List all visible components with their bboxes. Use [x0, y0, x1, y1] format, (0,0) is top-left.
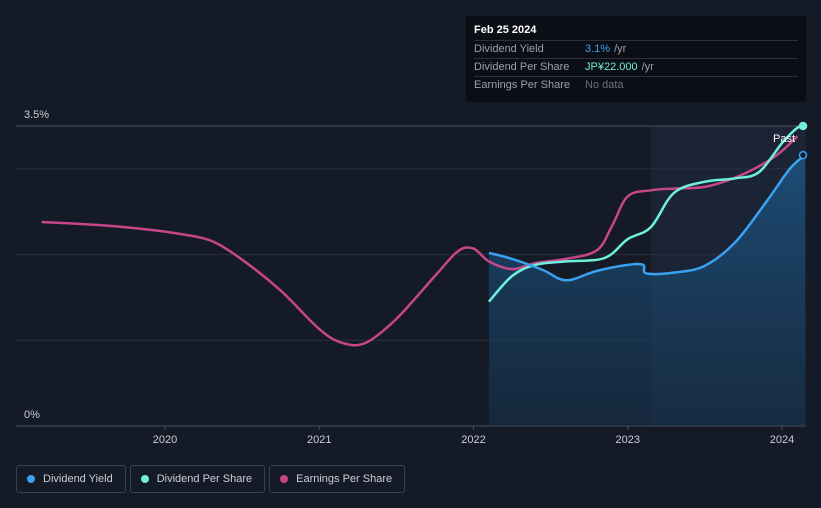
legend-item-earnings-per-share[interactable]: Earnings Per Share: [269, 465, 406, 493]
x-tick-label: 2021: [307, 434, 331, 446]
legend-dot-icon: [27, 475, 35, 483]
tooltip-value: No data: [585, 79, 624, 91]
tooltip-label: Earnings Per Share: [474, 79, 570, 91]
dividend-per-share-endpoint: [798, 121, 808, 131]
dividend-yield-line: [488, 154, 806, 282]
legend: Dividend Yield Dividend Per Share Earnin…: [16, 465, 406, 493]
x-tick-label: 2022: [461, 434, 485, 446]
tooltip-value: 3.1%: [585, 43, 611, 55]
dividend-yield-area: [488, 155, 806, 426]
earnings-per-share-line: [41, 135, 799, 347]
tooltip-value: JP¥22.000: [585, 61, 638, 73]
dividend-yield-endpoint: [798, 150, 808, 160]
tooltip-unit: /yr: [641, 61, 654, 73]
legend-dot-icon: [280, 475, 289, 483]
dividend-per-share-line: [487, 124, 806, 303]
x-tick-label: 2020: [153, 434, 177, 446]
legend-item-dividend-per-share[interactable]: Dividend Per Share: [129, 465, 266, 493]
past-label: Past: [773, 133, 795, 145]
x-tick-label: 2024: [770, 434, 794, 446]
legend-item-dividend-yield[interactable]: Dividend Yield: [16, 465, 126, 493]
tooltip-row-dividend-yield: Dividend Yield 3.1% /yr: [474, 40, 798, 58]
tooltip: Feb 25 2024 Dividend Yield 3.1% /yr Divi…: [466, 16, 806, 102]
y-axis-top-label: 3.5%: [24, 109, 49, 121]
legend-label: Earnings Per Share: [296, 473, 393, 485]
tooltip-unit: /yr: [614, 43, 627, 55]
y-axis-bottom-label: 0%: [24, 409, 40, 421]
x-tick-label: 2023: [616, 434, 640, 446]
tooltip-date: Feb 25 2024: [474, 24, 537, 36]
tooltip-row-earnings-per-share: Earnings Per Share No data: [474, 76, 798, 94]
legend-label: Dividend Yield: [43, 473, 113, 485]
legend-label: Dividend Per Share: [156, 473, 253, 485]
tooltip-label: Dividend Per Share: [474, 61, 570, 73]
tooltip-row-dividend-per-share: Dividend Per Share JP¥22.000 /yr: [474, 58, 798, 76]
tooltip-label: Dividend Yield: [474, 43, 544, 55]
legend-dot-icon: [140, 475, 149, 483]
